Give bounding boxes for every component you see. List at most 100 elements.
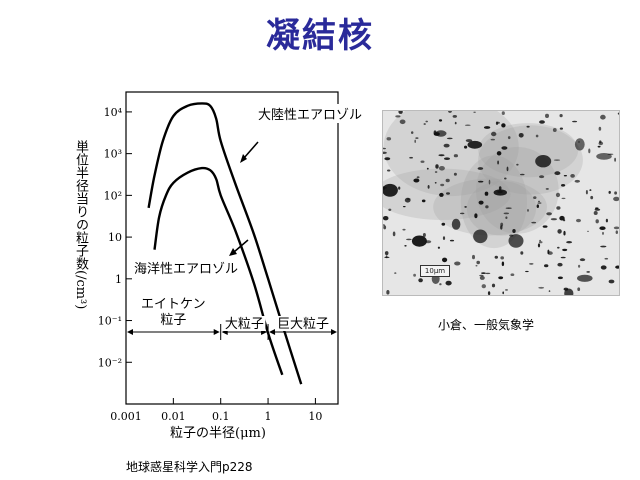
photo-particle xyxy=(538,241,543,244)
photo-particle xyxy=(491,283,496,288)
photo-particle xyxy=(476,260,480,265)
x-axis-label: 粒子の半径(μm) xyxy=(170,426,266,441)
photo-particle xyxy=(387,169,391,172)
continental-label-line1: 大陸性エアロゾル xyxy=(258,104,363,123)
photo-particle xyxy=(383,151,387,154)
photo-particle xyxy=(453,172,457,176)
photo-particle xyxy=(538,286,545,289)
photo-particle xyxy=(595,219,599,224)
photo-particle xyxy=(413,273,416,277)
photo-particle xyxy=(465,139,473,143)
photo-particle xyxy=(483,126,491,129)
photo-particle xyxy=(438,154,445,157)
marine-label: 海洋性エアロゾル xyxy=(134,258,239,277)
photo-particle xyxy=(589,189,592,191)
photo-particle xyxy=(383,225,387,230)
photo-particle xyxy=(509,234,514,237)
photo-particle xyxy=(445,178,450,183)
y-tick-label: 10² xyxy=(104,189,122,202)
photo-particle xyxy=(596,153,612,160)
photo-particle xyxy=(442,236,446,240)
photo-particle xyxy=(464,145,468,149)
marine-aerosol-curve xyxy=(153,166,284,376)
photo-particle xyxy=(559,127,563,130)
x-tick-label: 0.01 xyxy=(161,410,186,423)
photo-particle xyxy=(598,141,604,146)
photo-particle xyxy=(608,279,615,284)
photo-particle xyxy=(505,216,508,219)
photo-particle xyxy=(421,199,426,203)
photo-particle xyxy=(561,184,566,187)
photo-particle xyxy=(497,160,499,165)
x-tick-label: 10 xyxy=(308,410,322,423)
photo-haze xyxy=(383,111,519,197)
y-tick-label: 10⁴ xyxy=(104,106,123,119)
photo-particle xyxy=(402,206,406,208)
photo-particle xyxy=(398,111,403,114)
range-label-bg xyxy=(159,312,188,327)
photo-particle xyxy=(464,124,471,126)
photo-particle xyxy=(617,112,619,115)
photo-particle xyxy=(605,218,608,223)
photo-particle xyxy=(593,211,598,215)
photo-particle xyxy=(414,139,416,143)
photo-particle xyxy=(475,264,478,267)
continental-arrow xyxy=(243,141,259,159)
photo-particle xyxy=(577,287,581,291)
photo-particle xyxy=(384,251,389,256)
photo-particle xyxy=(585,190,588,195)
photo-particle xyxy=(416,176,420,179)
photo-particle xyxy=(402,228,406,231)
photo-particle xyxy=(536,204,539,208)
slide-title: 凝結核 xyxy=(266,16,374,56)
photo-particle xyxy=(500,222,504,227)
photo-particle xyxy=(452,115,457,118)
photo-particle xyxy=(448,111,452,113)
photo-particle xyxy=(423,123,426,125)
photo-particle xyxy=(501,111,505,115)
photo-particle xyxy=(539,175,545,179)
photo-particle xyxy=(613,226,619,230)
y-tick-label: 10 xyxy=(108,231,122,244)
photo-particle xyxy=(425,120,428,123)
photo-particle xyxy=(545,113,549,118)
photo-particle xyxy=(478,180,484,183)
photo-particle xyxy=(564,289,568,291)
x-tick-label: 1 xyxy=(265,410,272,423)
photo-particle xyxy=(491,131,497,137)
y-axis-label: 単位半径当りの粒子数(/cm³) xyxy=(73,140,88,310)
photo-particle xyxy=(539,239,541,242)
photo-particle xyxy=(503,212,509,215)
photo-particle xyxy=(556,206,561,210)
photo-particle xyxy=(506,166,509,172)
continental-aerosol-curve xyxy=(147,102,303,385)
photo-particle xyxy=(409,156,413,159)
photo-particle xyxy=(472,254,475,260)
giant-particle-range-arrow-left xyxy=(269,329,276,335)
photo-particle xyxy=(516,163,519,166)
source-citation: 地球惑星科学入門p228 xyxy=(126,460,253,474)
photo-particle xyxy=(442,224,445,226)
photo-particle xyxy=(563,175,567,177)
photo-particle xyxy=(433,132,440,136)
photo-particle xyxy=(501,123,506,128)
aitken-range-arrow-right xyxy=(213,329,220,335)
photo-particle xyxy=(574,179,580,183)
photo-particle xyxy=(488,179,491,185)
photo-particle xyxy=(554,171,561,176)
photo-particle xyxy=(505,289,508,291)
y-tick-label: 1 xyxy=(115,273,122,286)
photo-particle xyxy=(615,265,619,269)
photo-particle xyxy=(595,207,599,209)
photo-particle xyxy=(590,195,594,200)
photo-particle xyxy=(608,190,611,194)
x-tick-label: 0.001 xyxy=(110,410,142,423)
photo-particle xyxy=(383,216,389,221)
photo-particle xyxy=(578,264,581,268)
photo-particle xyxy=(418,278,423,283)
photo-particle xyxy=(411,235,427,247)
photo-particle xyxy=(399,119,406,125)
range-label-bg xyxy=(275,316,332,331)
photo-particle xyxy=(594,208,601,211)
